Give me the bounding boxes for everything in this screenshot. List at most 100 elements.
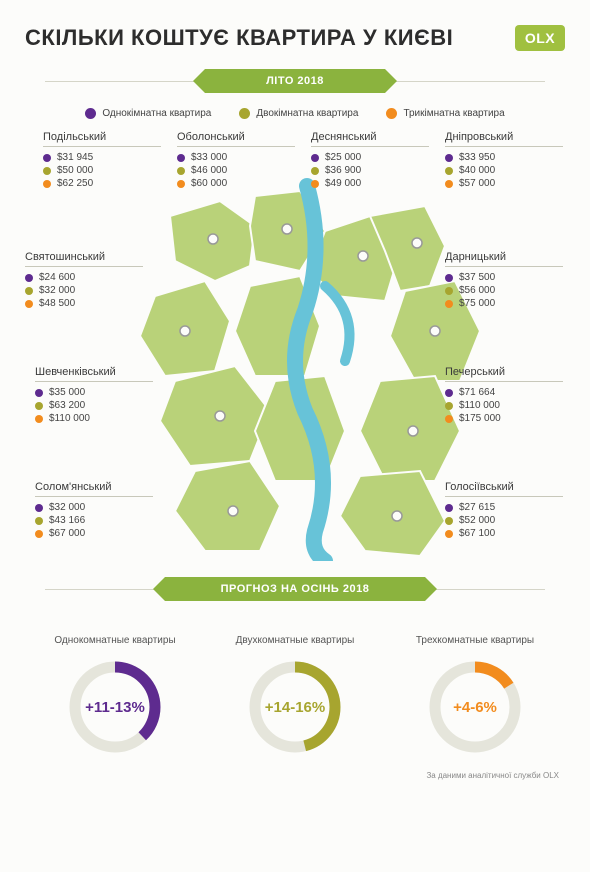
forecast-label: Однокомнатные квартиры <box>45 634 185 647</box>
forecast-value: +11-13% <box>65 657 165 757</box>
section2-title: ПРОГНОЗ НА ОСІНЬ 2018 <box>221 583 370 595</box>
forecast-label: Двухкомнатные квартиры <box>225 634 365 647</box>
olx-logo: OLX <box>515 25 565 51</box>
price-value: $60 000 <box>191 178 227 189</box>
price-row: $36 900 <box>311 165 429 176</box>
price-value: $40 000 <box>459 165 495 176</box>
price-dot <box>25 287 33 295</box>
price-value: $67 000 <box>49 528 85 539</box>
price-dot <box>35 517 43 525</box>
forecast-row: Однокомнатные квартиры +11-13% Двухкомнатн… <box>25 634 565 757</box>
price-value: $57 000 <box>459 178 495 189</box>
forecast-value: +14-16% <box>245 657 345 757</box>
price-dot <box>35 504 43 512</box>
district-name: Шевченківський <box>35 366 153 382</box>
price-value: $33 950 <box>459 152 495 163</box>
price-row: $31 945 <box>43 152 161 163</box>
price-dot <box>445 300 453 308</box>
price-row: $52 000 <box>445 515 563 526</box>
price-value: $32 000 <box>39 285 75 296</box>
district-name: Святошинський <box>25 251 143 267</box>
price-row: $33 000 <box>177 152 295 163</box>
price-row: $110 000 <box>445 400 563 411</box>
price-row: $63 200 <box>35 400 153 411</box>
legend-dot <box>386 108 397 119</box>
price-value: $32 000 <box>49 502 85 513</box>
footnote: За даними аналітичної служби OLX <box>25 771 565 780</box>
forecast-item: Трехкомнатные квартиры +4-6% <box>405 634 545 757</box>
price-row: $24 600 <box>25 272 143 283</box>
price-value: $62 250 <box>57 178 93 189</box>
price-value: $35 000 <box>49 387 85 398</box>
district-name: Деснянський <box>311 131 429 147</box>
price-value: $71 664 <box>459 387 495 398</box>
price-dot <box>177 154 185 162</box>
price-dot <box>445 530 453 538</box>
price-dot <box>311 180 319 188</box>
price-row: $57 000 <box>445 178 563 189</box>
price-dot <box>445 389 453 397</box>
district-card: Дніпровський $33 950 $40 000 $57 000 <box>445 131 563 191</box>
district-name: Голосіївський <box>445 481 563 497</box>
district-card: Оболонський$33 000$46 000$60 000 <box>177 131 295 191</box>
main-title: СКІЛЬКИ КОШТУЄ КВАРТИРА У КИЄВІ <box>25 25 453 51</box>
price-dot <box>43 180 51 188</box>
price-value: $27 615 <box>459 502 495 513</box>
price-value: $25 000 <box>325 152 361 163</box>
price-value: $63 200 <box>49 400 85 411</box>
price-row: $60 000 <box>177 178 295 189</box>
price-value: $175 000 <box>459 413 501 424</box>
price-row: $67 000 <box>35 528 153 539</box>
price-dot <box>445 517 453 525</box>
price-dot <box>177 167 185 175</box>
district-card: Подільський$31 945$50 000$62 250 <box>43 131 161 191</box>
price-row: $46 000 <box>177 165 295 176</box>
price-dot <box>43 154 51 162</box>
price-row: $37 500 <box>445 272 563 283</box>
legend-label: Трикімнатна квартира <box>403 108 504 119</box>
section1-banner: ЛІТО 2018 <box>205 69 385 93</box>
district-card: Дарницький$37 500$56 000$75 000 <box>445 251 563 311</box>
price-dot <box>311 167 319 175</box>
price-dot <box>445 180 453 188</box>
legend-item: Трикімнатна квартира <box>386 108 504 119</box>
header: СКІЛЬКИ КОШТУЄ КВАРТИРА У КИЄВІ OLX <box>25 25 565 51</box>
price-row: $25 000 <box>311 152 429 163</box>
price-row: $32 000 <box>35 502 153 513</box>
price-dot <box>445 504 453 512</box>
price-value: $37 500 <box>459 272 495 283</box>
price-dot <box>177 180 185 188</box>
price-dot <box>445 402 453 410</box>
forecast-value: +4-6% <box>425 657 525 757</box>
price-value: $56 000 <box>459 285 495 296</box>
forecast-item: Двухкомнатные квартиры +14-16% <box>225 634 365 757</box>
price-value: $48 500 <box>39 298 75 309</box>
price-dot <box>311 154 319 162</box>
price-value: $110 000 <box>49 413 90 424</box>
legend-item: Однокімнатна квартира <box>85 108 211 119</box>
price-value: $46 000 <box>191 165 227 176</box>
forecast-ring: +14-16% <box>245 657 345 757</box>
price-row: $71 664 <box>445 387 563 398</box>
price-row: $50 000 <box>43 165 161 176</box>
price-dot <box>445 167 453 175</box>
price-value: $110 000 <box>459 400 500 411</box>
section2-banner: ПРОГНОЗ НА ОСІНЬ 2018 <box>165 577 425 601</box>
price-row: $35 000 <box>35 387 153 398</box>
price-row: $43 166 <box>35 515 153 526</box>
price-row: $40 000 <box>445 165 563 176</box>
price-row: $49 000 <box>311 178 429 189</box>
price-value: $50 000 <box>57 165 93 176</box>
forecast-label: Трехкомнатные квартиры <box>405 634 545 647</box>
price-dot <box>35 415 43 423</box>
district-name: Дніпровський <box>445 131 563 147</box>
legend-dot <box>239 108 250 119</box>
legend-dot <box>85 108 96 119</box>
price-value: $67 100 <box>459 528 495 539</box>
infographic-page: СКІЛЬКИ КОШТУЄ КВАРТИРА У КИЄВІ OLX ЛІТО… <box>0 0 590 872</box>
price-dot <box>35 530 43 538</box>
price-row: $67 100 <box>445 528 563 539</box>
price-row: $110 000 <box>35 413 153 424</box>
price-row: $48 500 <box>25 298 143 309</box>
price-dot <box>25 274 33 282</box>
